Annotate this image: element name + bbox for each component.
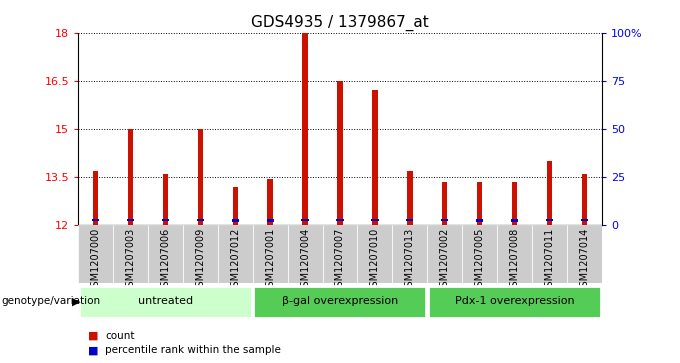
Bar (218, 225, 253, 283)
Text: GSM1207008: GSM1207008 (509, 228, 520, 293)
Bar (497, 225, 532, 283)
Bar (148, 225, 183, 283)
Text: GSM1207002: GSM1207002 (440, 228, 449, 293)
Bar (183, 225, 218, 283)
Bar (92, 219, 99, 221)
Bar (288, 225, 322, 283)
Bar (511, 219, 518, 222)
Bar (547, 161, 552, 225)
Text: ■: ■ (88, 345, 99, 355)
Bar (337, 219, 343, 221)
Bar (267, 219, 274, 222)
Bar (477, 182, 482, 225)
Bar (442, 182, 447, 225)
Bar (113, 225, 148, 283)
Bar (581, 219, 588, 221)
Bar (162, 219, 169, 221)
Text: GSM1207006: GSM1207006 (160, 228, 171, 293)
Bar (407, 171, 413, 225)
Bar (128, 129, 133, 225)
Text: GSM1207009: GSM1207009 (195, 228, 205, 293)
Bar (232, 219, 239, 222)
Text: count: count (105, 331, 135, 341)
Bar (322, 225, 358, 283)
Text: GSM1207003: GSM1207003 (126, 228, 135, 293)
Bar (372, 90, 377, 225)
Text: GSM1207007: GSM1207007 (335, 228, 345, 293)
Title: GDS4935 / 1379867_at: GDS4935 / 1379867_at (251, 15, 429, 31)
Bar (392, 225, 427, 283)
Bar (93, 171, 99, 225)
Text: ■: ■ (88, 331, 99, 341)
Bar (462, 225, 497, 283)
Text: GSM1207012: GSM1207012 (231, 228, 240, 293)
Bar (127, 219, 134, 221)
FancyBboxPatch shape (254, 286, 426, 318)
Text: GSM1207011: GSM1207011 (545, 228, 554, 293)
Bar (441, 219, 448, 221)
Bar (358, 225, 392, 283)
FancyBboxPatch shape (79, 286, 252, 318)
Text: Pdx-1 overexpression: Pdx-1 overexpression (455, 296, 575, 306)
Text: β-gal overexpression: β-gal overexpression (282, 296, 398, 306)
Bar (546, 219, 553, 221)
Bar (476, 219, 483, 222)
Text: GSM1207000: GSM1207000 (90, 228, 101, 293)
Bar (253, 225, 288, 283)
Text: ▶: ▶ (72, 296, 80, 306)
Bar (581, 174, 587, 225)
Text: untreated: untreated (138, 296, 193, 306)
Bar (406, 219, 413, 221)
Text: GSM1207005: GSM1207005 (475, 228, 485, 293)
Bar (427, 225, 462, 283)
Text: GSM1207014: GSM1207014 (579, 228, 590, 293)
Bar (532, 225, 567, 283)
Bar (337, 81, 343, 225)
Text: GSM1207010: GSM1207010 (370, 228, 380, 293)
Bar (303, 33, 308, 225)
Text: percentile rank within the sample: percentile rank within the sample (105, 345, 282, 355)
Text: GSM1207004: GSM1207004 (300, 228, 310, 293)
Bar (198, 129, 203, 225)
Bar (567, 225, 602, 283)
FancyBboxPatch shape (428, 286, 600, 318)
Text: genotype/variation: genotype/variation (1, 296, 101, 306)
Bar (512, 182, 517, 225)
Text: GSM1207013: GSM1207013 (405, 228, 415, 293)
Bar (267, 179, 273, 225)
Bar (197, 219, 204, 221)
Bar (233, 187, 238, 225)
Bar (78, 225, 113, 283)
Bar (163, 174, 168, 225)
Text: GSM1207001: GSM1207001 (265, 228, 275, 293)
Bar (301, 219, 309, 221)
Bar (371, 219, 379, 221)
